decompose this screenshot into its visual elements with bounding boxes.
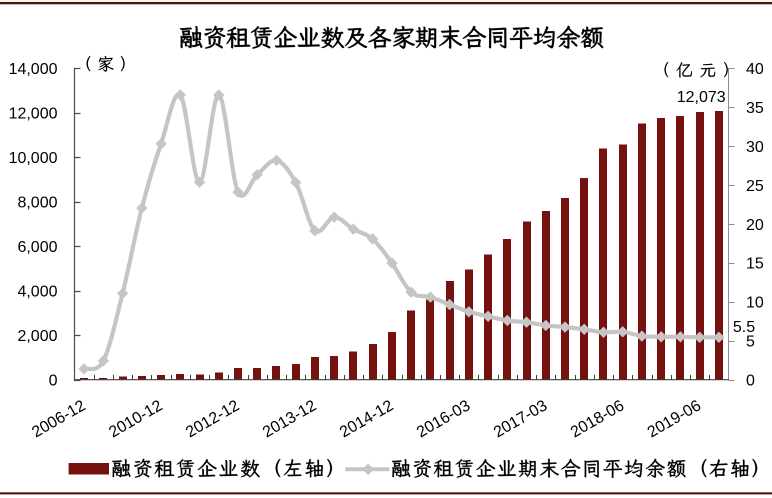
svg-text:2,000: 2,000 bbox=[17, 328, 57, 345]
svg-text:15: 15 bbox=[746, 256, 764, 273]
svg-text:8,000: 8,000 bbox=[17, 194, 57, 211]
svg-text:12,000: 12,000 bbox=[9, 105, 58, 122]
svg-text:35: 35 bbox=[746, 100, 764, 117]
svg-text:2016-03: 2016-03 bbox=[414, 397, 473, 441]
svg-text:40: 40 bbox=[746, 61, 764, 78]
svg-text:0: 0 bbox=[746, 373, 755, 390]
svg-text:5.5: 5.5 bbox=[733, 319, 755, 336]
svg-text:10,000: 10,000 bbox=[9, 150, 58, 167]
svg-text:2017-03: 2017-03 bbox=[491, 397, 550, 441]
svg-text:4,000: 4,000 bbox=[17, 284, 57, 301]
svg-text:2010-12: 2010-12 bbox=[106, 397, 165, 441]
svg-text:10: 10 bbox=[746, 295, 764, 312]
svg-text:30: 30 bbox=[746, 139, 764, 156]
svg-text:5: 5 bbox=[746, 334, 755, 351]
svg-text:2012-12: 2012-12 bbox=[183, 397, 242, 441]
svg-text:12,073: 12,073 bbox=[677, 89, 726, 106]
svg-text:2013-12: 2013-12 bbox=[260, 397, 319, 441]
svg-text:2018-06: 2018-06 bbox=[568, 397, 627, 441]
svg-text:14,000: 14,000 bbox=[9, 61, 58, 78]
svg-text:2006-12: 2006-12 bbox=[29, 397, 88, 441]
svg-text:25: 25 bbox=[746, 178, 764, 195]
svg-text:2019-06: 2019-06 bbox=[645, 397, 704, 441]
svg-text:6,000: 6,000 bbox=[17, 239, 57, 256]
svg-text:0: 0 bbox=[49, 373, 58, 390]
svg-text:2014-12: 2014-12 bbox=[337, 397, 396, 441]
svg-text:20: 20 bbox=[746, 217, 764, 234]
